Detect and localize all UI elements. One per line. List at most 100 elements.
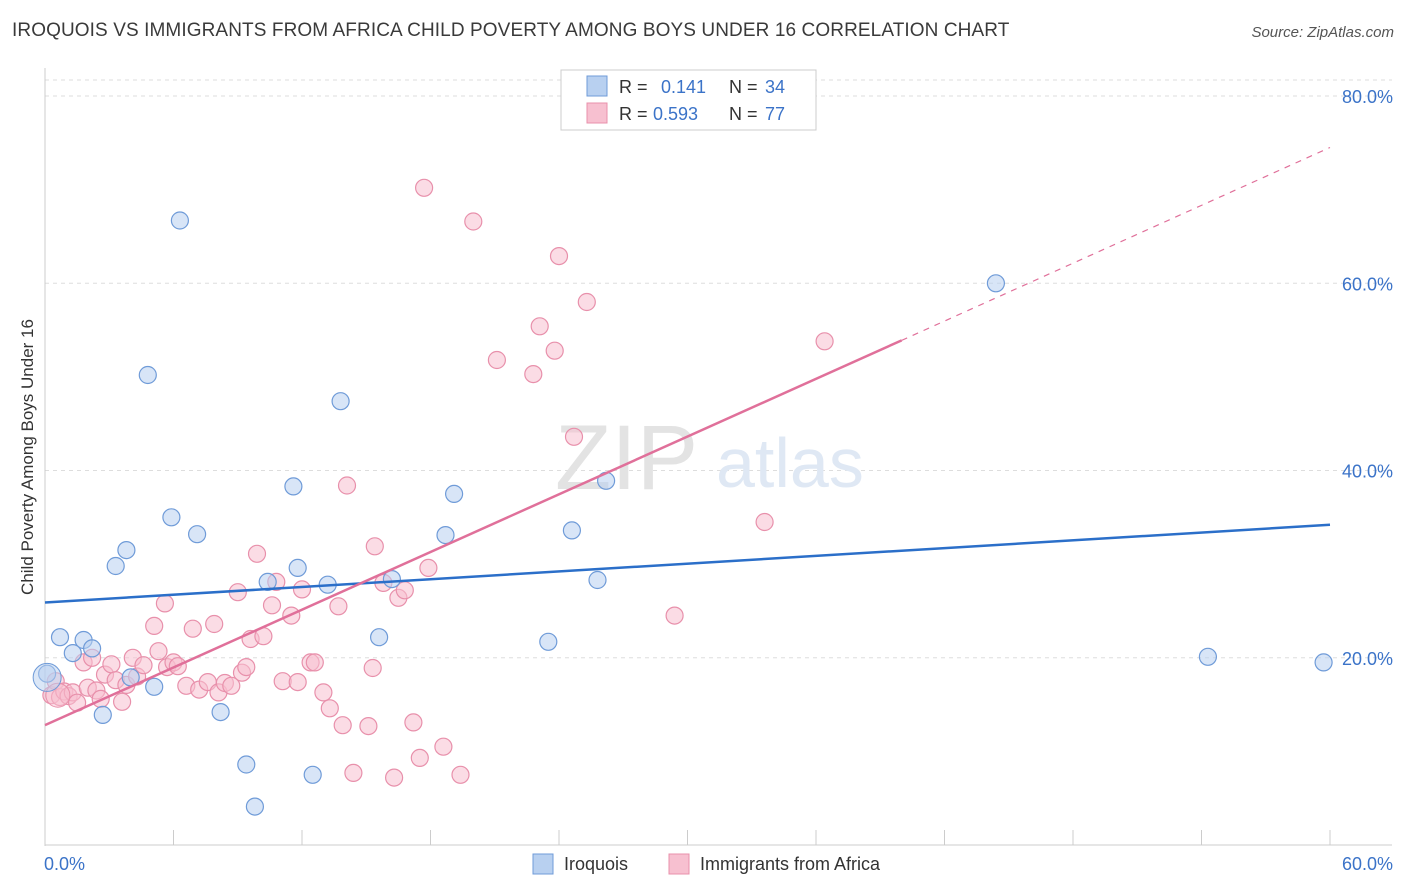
iroquois-point-25: [436, 525, 455, 545]
immigrants-trend-extension: [901, 146, 1331, 341]
iroquois-point-15: [237, 755, 256, 774]
immigrants-point-22: [155, 594, 174, 613]
immigrants-point-50: [329, 597, 348, 616]
immigrants-point-56: [365, 537, 384, 556]
iroquois-point-1: [50, 628, 70, 647]
immigrants-point-49: [320, 699, 339, 718]
iroquois-point-9: [138, 365, 157, 385]
iroquois-point-2: [63, 643, 82, 663]
y-tick-label: 80.0%: [1342, 87, 1393, 107]
iroquois-point-11: [162, 508, 181, 527]
iroquois-point-18: [284, 477, 303, 496]
iroquois-point-26: [445, 484, 464, 503]
immigrants-point-20: [145, 616, 164, 636]
immigrants-point-53: [344, 763, 363, 783]
watermark-zip: ZIP: [555, 407, 698, 509]
immigrants-point-72: [549, 247, 569, 266]
bottom-legend-swatch-iroquois: [532, 853, 554, 875]
immigrants-point-61: [404, 713, 423, 732]
iroquois-point-23: [370, 628, 389, 647]
legend-n-value-1: 34: [765, 77, 785, 97]
legend-r-value-1: 0.141: [661, 77, 706, 97]
iroquois-point-17: [258, 572, 277, 592]
iroquois-point-12: [170, 211, 189, 230]
immigrants-point-65: [434, 737, 453, 756]
y-tick-label: 20.0%: [1342, 649, 1393, 669]
source-label: Source: ZipAtlas.com: [1251, 24, 1394, 41]
immigrants-point-76: [755, 512, 774, 532]
x-tick-label-max: 60.0%: [1342, 854, 1393, 874]
legend-n-value-2: 77: [765, 104, 785, 124]
legend-swatch-immigrants: [586, 102, 608, 124]
watermark-atlas: atlas: [716, 424, 864, 502]
series-iroquois-points: [32, 211, 1333, 816]
bottom-legend-swatch-immigrants: [668, 853, 690, 875]
legend-r-value-2: 0.593: [653, 104, 698, 124]
tick-labels: 20.0% 40.0% 60.0% 80.0% 0.0% 60.0% Child Pover…: [18, 87, 1393, 874]
legend-n-label-1: N =: [729, 77, 758, 97]
iroquois-cluster-point: [32, 662, 62, 692]
immigrants-point-68: [487, 350, 506, 370]
immigrants-point-19: [134, 656, 153, 675]
watermark: ZIP atlas: [555, 407, 864, 509]
immigrants-point-45: [292, 580, 312, 599]
iroquois-trend-line: [44, 523, 1331, 604]
immigrants-point-66: [451, 765, 470, 784]
chart-title: IROQUOIS VS IMMIGRANTS FROM AFRICA CHILD…: [12, 20, 1010, 41]
iroquois-point-7: [117, 540, 136, 560]
iroquois-point-27: [539, 632, 558, 651]
iroquois-point-29: [588, 570, 607, 590]
iroquois-point-4: [82, 639, 102, 658]
immigrants-point-27: [183, 619, 202, 638]
legend-swatch-iroquois: [586, 75, 608, 97]
immigrants-point-58: [385, 768, 404, 787]
x-tick-label-min: 0.0%: [44, 854, 85, 874]
iroquois-point-16: [245, 797, 264, 816]
immigrants-point-64: [419, 558, 438, 578]
immigrants-point-21: [149, 642, 168, 661]
correlation-legend: R = 0.141 N = 34 R = 0.593 N = 77: [560, 69, 817, 131]
immigrants-point-71: [545, 341, 564, 360]
immigrants-point-70: [530, 317, 549, 336]
immigrants-point-33: [222, 676, 241, 695]
immigrants-point-77: [815, 332, 834, 351]
iroquois-point-20: [303, 765, 322, 784]
immigrants-point-51: [333, 716, 352, 735]
iroquois-point-33: [1314, 653, 1333, 672]
iroquois-point-5: [93, 705, 112, 725]
iroquois-point-22: [331, 392, 350, 411]
immigrants-point-75: [665, 606, 684, 625]
legend-r-label-2: R =: [619, 104, 648, 124]
y-tick-label: 60.0%: [1342, 274, 1393, 294]
immigrants-point-73: [564, 427, 584, 446]
series-immigrants-points: [42, 178, 834, 787]
immigrants-point-52: [337, 476, 357, 495]
immigrants-point-13: [102, 655, 121, 674]
iroquois-point-13: [188, 525, 207, 544]
y-tick-label: 40.0%: [1342, 462, 1393, 482]
legend-n-label-2: N =: [729, 104, 758, 124]
series-legend: Iroquois Immigrants from Africa: [532, 853, 881, 875]
immigrants-point-48: [314, 683, 333, 702]
bottom-legend-label-iroquois: Iroquois: [564, 854, 628, 874]
immigrants-point-30: [205, 614, 224, 634]
immigrants-point-55: [363, 658, 382, 678]
y-axis-title: Child Poverty Among Boys Under 16: [18, 319, 37, 595]
immigrants-point-62: [410, 748, 429, 768]
immigrants-trend-line: [44, 339, 903, 727]
axis-layer: [44, 68, 1392, 846]
iroquois-point-32: [1198, 647, 1218, 666]
legend-r-label-1: R =: [619, 77, 648, 97]
immigrants-point-15: [112, 692, 132, 711]
iroquois-point-19: [288, 558, 307, 578]
immigrants-point-54: [359, 716, 378, 736]
iroquois-point-10: [145, 677, 164, 696]
iroquois-point-14: [211, 702, 230, 722]
immigrants-point-69: [524, 365, 543, 384]
iroquois-point-31: [986, 274, 1006, 293]
trend-lines: [44, 146, 1331, 727]
immigrants-point-63: [415, 178, 434, 197]
immigrants-point-47: [305, 653, 324, 672]
iroquois-point-28: [562, 521, 582, 540]
